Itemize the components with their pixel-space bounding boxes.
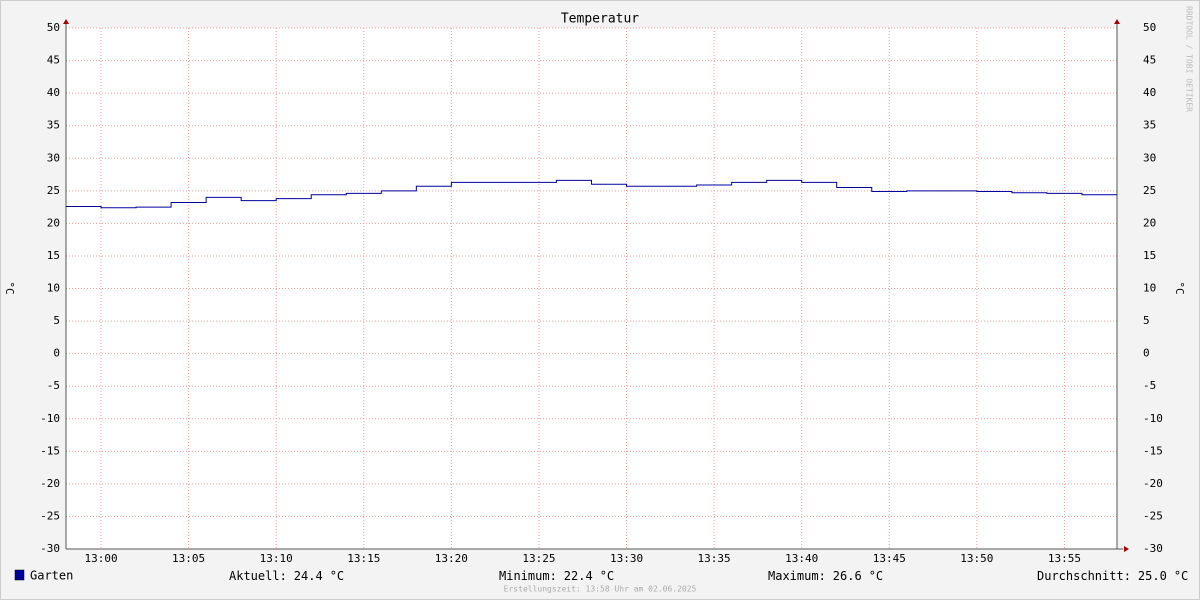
stat: Aktuell: 24.4 °C: [229, 569, 344, 583]
chart-title: Temperatur: [561, 12, 639, 27]
x-tick-label: 13:45: [873, 552, 906, 565]
arrow: [1124, 546, 1129, 552]
stat-part: Minimum:: [499, 569, 557, 583]
y2-tick-label: 20: [1143, 216, 1156, 229]
y-tick-label: -5: [47, 379, 60, 392]
x-tick-label: 13:25: [522, 552, 555, 565]
y-tick-label: 35: [47, 119, 60, 132]
y-tick-label: 15: [47, 249, 60, 262]
footer: Erstellungszeit: 13:58 Uhr am 02.06.2025: [504, 585, 697, 594]
y2-tick-label: -15: [1143, 444, 1163, 457]
y2-tick-label: 15: [1143, 249, 1156, 262]
y-tick-label: -25: [40, 509, 60, 522]
y2-tick-label: 25: [1143, 184, 1156, 197]
stat: Minimum: 22.4 °C: [499, 569, 614, 583]
y-tick-label: -15: [40, 444, 60, 457]
y2-axis-label: °C: [1173, 281, 1186, 294]
stat-part: 25.0: [1138, 569, 1167, 583]
x-tick-label: 13:15: [347, 552, 380, 565]
stat-part: 26.6: [833, 569, 862, 583]
x-tick-label: 13:10: [260, 552, 293, 565]
y-tick-label: 20: [47, 216, 60, 229]
x-tick-label: 13:30: [610, 552, 643, 565]
y-tick-label: -20: [40, 477, 60, 490]
x-tick-label: 13:40: [785, 552, 818, 565]
y2-tick-label: -20: [1143, 477, 1163, 490]
stat-part: °C: [1174, 569, 1188, 583]
y2-tick-label: -10: [1143, 412, 1163, 425]
y-tick-label: 0: [53, 347, 60, 360]
stat-part: 24.4: [294, 569, 323, 583]
y2-tick-label: 5: [1143, 314, 1150, 327]
y-tick-label: 40: [47, 86, 60, 99]
data-line: [66, 179, 1117, 209]
y-tick-label: 50: [47, 21, 60, 34]
watermark: RRDTOOL / TOBI OETIKER: [1185, 6, 1194, 112]
y2-tick-label: 30: [1143, 151, 1156, 164]
y-tick-label: 25: [47, 184, 60, 197]
stat: Durchschnitt: 25.0 °C: [1037, 569, 1188, 583]
y-tick-label: 30: [47, 151, 60, 164]
stat-part: Aktuell:: [229, 569, 287, 583]
stat-part: °C: [869, 569, 883, 583]
y2-tick-label: 45: [1143, 54, 1156, 67]
x-tick-label: 13:50: [960, 552, 993, 565]
stat-part: Durchschnitt:: [1037, 569, 1131, 583]
y-tick-label: -30: [40, 542, 60, 555]
y-tick-label: 10: [47, 282, 60, 295]
y-tick-label: 45: [47, 54, 60, 67]
legend-label: Garten: [30, 569, 73, 583]
stat-part: Maximum:: [768, 569, 826, 583]
x-tick-label: 13:20: [435, 552, 468, 565]
stat-part: °C: [330, 569, 344, 583]
arrow: [1114, 19, 1120, 24]
x-tick-label: 13:55: [1048, 552, 1081, 565]
y2-tick-label: 10: [1143, 282, 1156, 295]
stat-part: 22.4: [564, 569, 593, 583]
y2-tick-label: 35: [1143, 119, 1156, 132]
y2-tick-label: -25: [1143, 509, 1163, 522]
y2-tick-label: 50: [1143, 21, 1156, 34]
x-tick-label: 13:35: [698, 552, 731, 565]
y2-tick-label: -30: [1143, 542, 1163, 555]
legend-swatch: [14, 569, 25, 581]
x-tick-label: 13:05: [172, 552, 205, 565]
y2-tick-label: -5: [1143, 379, 1156, 392]
stat-part: °C: [600, 569, 614, 583]
y-tick-label: 5: [53, 314, 60, 327]
y2-tick-label: 40: [1143, 86, 1156, 99]
x-tick-label: 13:00: [84, 552, 117, 565]
y-tick-label: -10: [40, 412, 60, 425]
arrow: [63, 19, 69, 24]
y-axis-label: °C: [3, 281, 16, 294]
stat: Maximum: 26.6 °C: [768, 569, 883, 583]
y2-tick-label: 0: [1143, 347, 1150, 360]
